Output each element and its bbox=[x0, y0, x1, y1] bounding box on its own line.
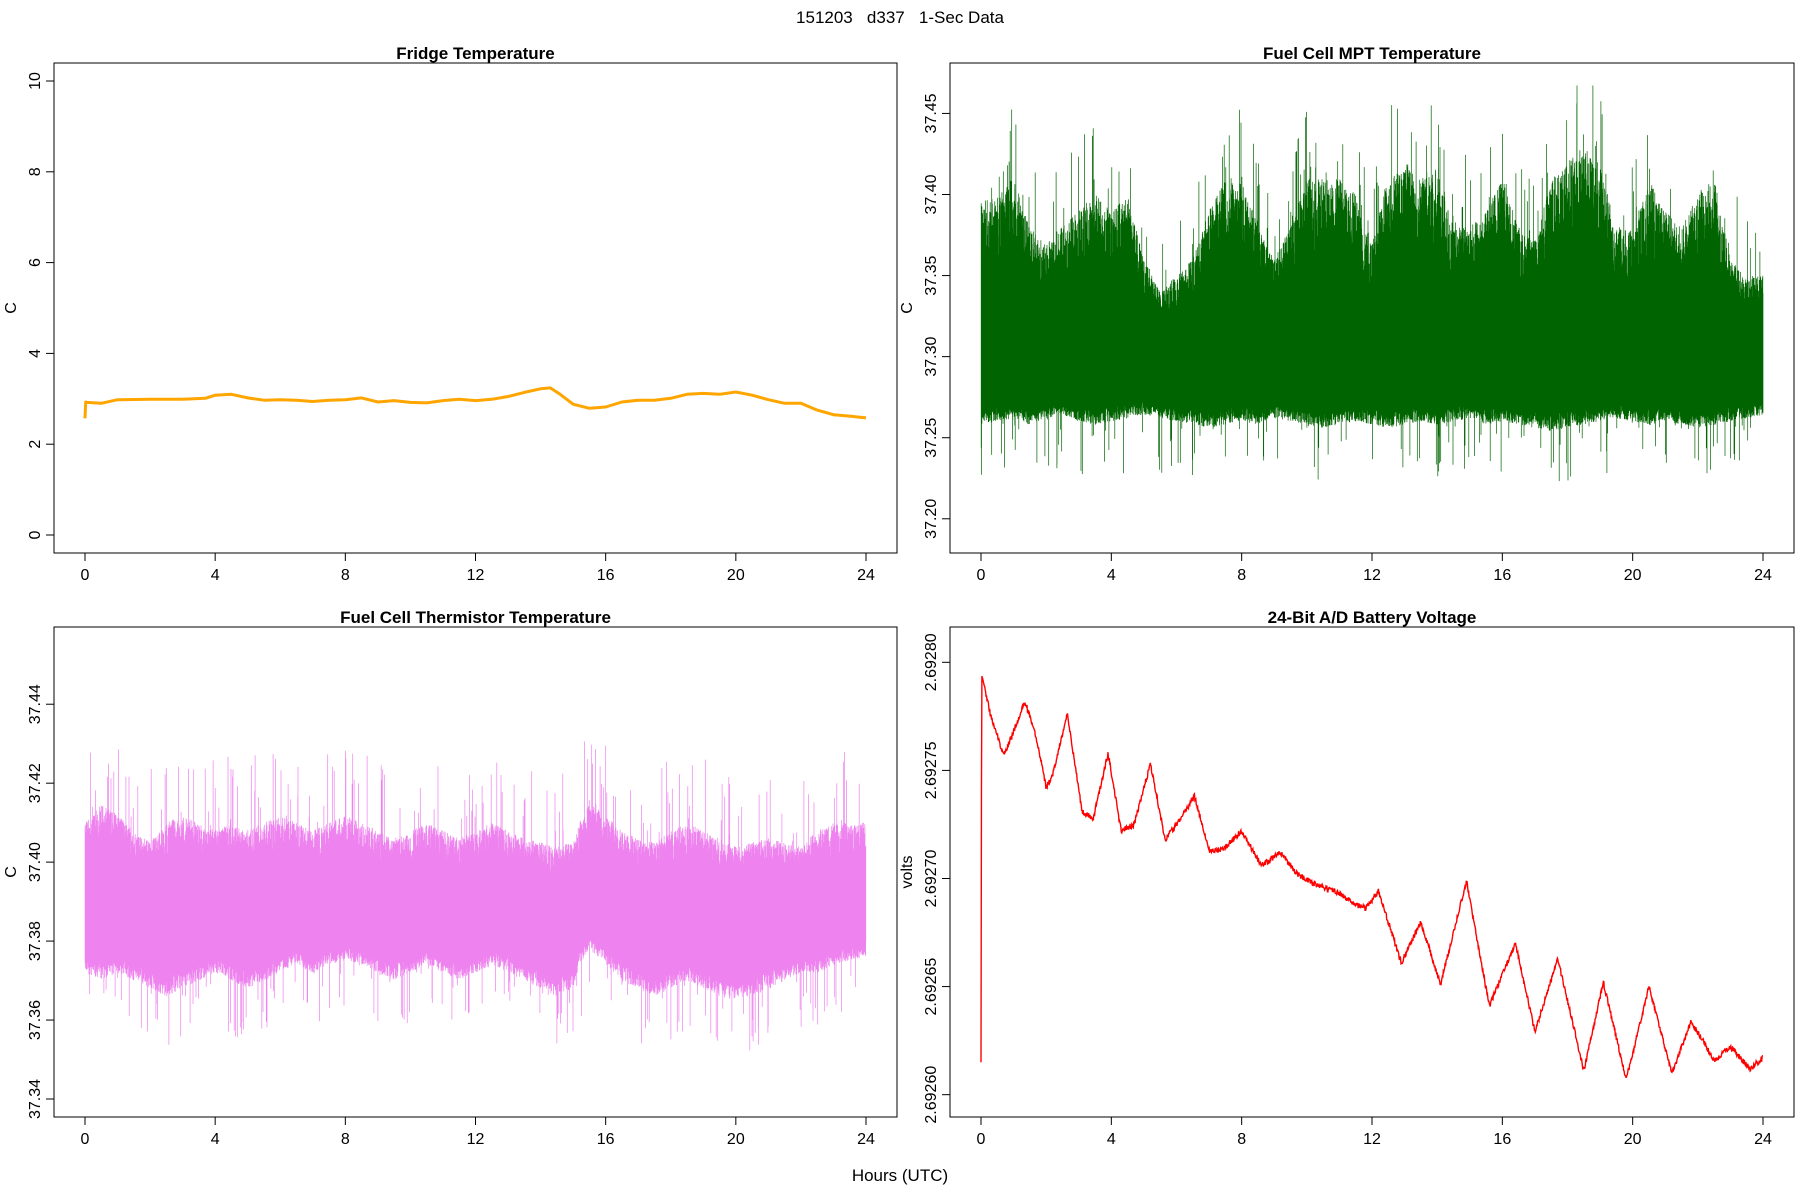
y-tick-label: 37.42 bbox=[27, 763, 44, 803]
x-tick-label: 20 bbox=[1624, 567, 1642, 584]
series-group bbox=[980, 675, 1764, 1078]
y-axis-label: C bbox=[3, 866, 20, 878]
x-tick-label: 12 bbox=[1363, 1131, 1381, 1148]
x-tick-label: 0 bbox=[977, 1131, 986, 1148]
chart-title: Fridge Temperature bbox=[396, 44, 554, 63]
x-tick-label: 12 bbox=[467, 1131, 485, 1148]
x-tick-label: 24 bbox=[857, 567, 875, 584]
y-tick-label: 8 bbox=[27, 167, 44, 176]
y-tick-label: 37.34 bbox=[27, 1079, 44, 1119]
x-tick-label: 24 bbox=[1754, 567, 1772, 584]
series-group bbox=[84, 741, 867, 1051]
y-tick-label: 2.69270 bbox=[923, 849, 940, 907]
chart-panel-4: 24-Bit A/D Battery Voltage 0 4 8 12 16 20 24 2.6… bbox=[899, 608, 1795, 1148]
y-tick-label: 37.20 bbox=[923, 499, 940, 539]
x-tick-label: 4 bbox=[211, 1131, 220, 1148]
x-tick-label: 0 bbox=[81, 567, 90, 584]
x-tick-label: 16 bbox=[1493, 1131, 1511, 1148]
x-tick-label: 20 bbox=[1624, 1131, 1642, 1148]
x-axis-label: Hours (UTC) bbox=[851, 1166, 949, 1185]
y-tick-label: 2.69265 bbox=[923, 958, 940, 1016]
x-tick-label: 24 bbox=[857, 1131, 875, 1148]
y-tick-label: 0 bbox=[27, 530, 44, 539]
x-tick-label: 0 bbox=[81, 1131, 90, 1148]
y-tick-label: 6 bbox=[27, 258, 44, 267]
series-line bbox=[83, 386, 867, 420]
y-tick-label: 2 bbox=[27, 440, 44, 449]
y-tick-label: 37.36 bbox=[27, 1000, 44, 1040]
y-tick-label: 37.38 bbox=[27, 921, 44, 961]
series-spikes bbox=[980, 85, 1764, 482]
x-tick-label: 12 bbox=[1363, 567, 1381, 584]
x-tick-label: 8 bbox=[1237, 567, 1246, 584]
y-tick-label: 37.45 bbox=[923, 93, 940, 133]
y-tick-label: 2.69275 bbox=[923, 741, 940, 799]
x-tick-label: 8 bbox=[1237, 1131, 1246, 1148]
y-tick-label: 4 bbox=[27, 349, 44, 358]
x-tick-label: 8 bbox=[341, 567, 350, 584]
x-tick-label: 4 bbox=[211, 567, 220, 584]
x-tick-label: 8 bbox=[341, 1131, 350, 1148]
y-tick-label: 2.69280 bbox=[923, 633, 940, 691]
y-axis-label: C bbox=[899, 302, 916, 314]
page-title: 151203 d337 1-Sec Data bbox=[796, 8, 1004, 27]
x-tick-label: 16 bbox=[1493, 567, 1511, 584]
y-tick-label: 37.44 bbox=[27, 684, 44, 724]
plot-frame bbox=[53, 62, 898, 554]
x-tick-label: 12 bbox=[467, 567, 485, 584]
y-tick-label: 37.35 bbox=[923, 255, 940, 295]
x-tick-label: 16 bbox=[597, 1131, 615, 1148]
x-tick-label: 20 bbox=[727, 567, 745, 584]
series-group bbox=[83, 386, 867, 420]
y-axis-label: volts bbox=[899, 856, 916, 889]
chart-title: Fuel Cell MPT Temperature bbox=[1263, 44, 1481, 63]
chart-panel-3: Fuel Cell Thermistor Temperature 0 4 8 12 16 2… bbox=[3, 608, 898, 1148]
y-tick-label: 37.40 bbox=[923, 174, 940, 214]
x-tick-label: 16 bbox=[597, 567, 615, 584]
series-group bbox=[980, 85, 1764, 482]
y-axis-label: C bbox=[3, 302, 20, 314]
y-tick-label: 37.25 bbox=[923, 418, 940, 458]
chart-title: Fuel Cell Thermistor Temperature bbox=[340, 608, 611, 627]
x-tick-label: 24 bbox=[1754, 1131, 1772, 1148]
y-tick-label: 37.40 bbox=[27, 842, 44, 882]
series-spikes bbox=[84, 741, 867, 1051]
x-tick-label: 4 bbox=[1107, 567, 1116, 584]
x-tick-label: 0 bbox=[977, 567, 986, 584]
series-line bbox=[980, 675, 1764, 1078]
chart-panel-2: Fuel Cell MPT Temperature 0 4 8 12 16 20 24 37.2… bbox=[899, 44, 1795, 584]
plot-frame bbox=[949, 626, 1795, 1118]
x-tick-label: 20 bbox=[727, 1131, 745, 1148]
x-tick-label: 4 bbox=[1107, 1131, 1116, 1148]
y-tick-label: 2.69260 bbox=[923, 1066, 940, 1124]
chart-title: 24-Bit A/D Battery Voltage bbox=[1268, 608, 1477, 627]
y-tick-label: 10 bbox=[27, 72, 44, 90]
y-tick-label: 37.30 bbox=[923, 337, 940, 377]
